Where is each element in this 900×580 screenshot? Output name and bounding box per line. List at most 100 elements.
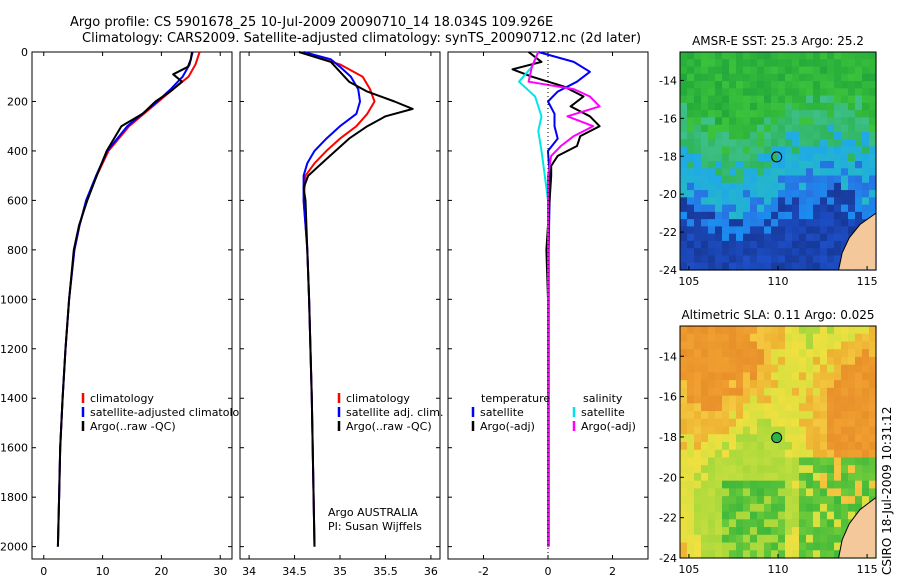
field-cell [813,550,821,559]
field-cell [694,457,702,466]
field-cell [715,503,723,513]
field-cell [736,511,744,520]
field-cell [701,372,709,381]
map-title: AMSR-E SST: 25.3 Argo: 25.2 [692,34,864,48]
field-cell [743,139,751,148]
field-cell [792,480,800,489]
field-cell [764,95,772,104]
field-cell [799,442,807,451]
field-cell [869,349,877,358]
field-cell [764,139,772,148]
field-cell [722,511,730,520]
field-cell [834,449,842,459]
field-cell [806,364,814,373]
field-cell [834,519,842,528]
field-cell [687,534,695,544]
field-cell [785,465,793,474]
field-cell [680,153,688,162]
field-cell [799,255,807,264]
field-cell [764,372,772,381]
field-cell [848,511,856,520]
field-cell [701,66,709,75]
field-cell [834,262,842,271]
field-cell [694,59,702,68]
field-cell [680,426,688,435]
field-cell [764,110,772,118]
field-cell [785,131,793,140]
field-cell [764,550,772,559]
field-cell [736,175,744,184]
field-cell [750,248,758,257]
field-cell [848,59,856,68]
field-cell [848,168,856,177]
field-cell [827,426,835,435]
field-cell [827,356,835,366]
field-cell [729,197,737,206]
field-cell [785,219,793,227]
field-cell [792,550,800,559]
field-cell [729,380,737,389]
field-cell [855,488,863,497]
field-cell [757,364,765,373]
field-cell [708,480,716,489]
field-cell [820,153,828,162]
field-cell [708,262,716,271]
field-cell [764,211,772,220]
field-cell [694,131,702,140]
field-cell [757,411,765,420]
field-cell [869,395,877,404]
y-tick-label: -14 [659,350,677,363]
field-cell [799,411,807,420]
field-cell [750,219,758,227]
field-cell [827,117,835,126]
field-cell [708,519,716,528]
field-cell [862,426,870,435]
field-cell [764,511,772,520]
field-cell [778,503,786,513]
field-cell [694,449,702,459]
field-cell [764,542,772,551]
field-cell [694,333,702,343]
field-cell [834,52,842,60]
field-cell [813,434,821,443]
field-cell [799,73,807,82]
field-cell [750,168,758,177]
field-cell [757,550,765,559]
field-cell [722,465,730,474]
field-cell [694,442,702,451]
field-cell [792,146,800,155]
field-cell [736,219,744,227]
field-cell [757,511,765,520]
field-cell [722,161,730,169]
field-cell [687,519,695,528]
y-tick-label: 1800 [0,491,28,504]
field-cell [799,418,807,428]
field-cell [792,168,800,177]
field-cell [722,534,730,544]
field-cell [820,333,828,343]
field-cell [715,472,723,482]
field-cell [778,380,786,389]
field-cell [820,364,828,373]
field-cell [694,219,702,227]
field-cell [806,146,814,155]
field-cell [736,326,744,335]
field-cell [764,88,772,97]
field-cell [841,117,849,126]
field-cell [841,219,849,227]
field-cell [778,211,786,220]
field-cell [785,153,793,162]
field-cell [743,511,751,520]
field-cell [785,102,793,111]
field-cell [757,146,765,155]
field-cell [862,480,870,489]
field-cell [729,153,737,162]
field-cell [778,326,786,335]
field-cell [834,139,842,148]
field-cell [757,333,765,343]
field-cell [813,411,821,420]
field-cell [855,102,863,111]
field-cell [869,190,877,198]
field-cell [687,95,695,104]
field-cell [806,182,814,191]
